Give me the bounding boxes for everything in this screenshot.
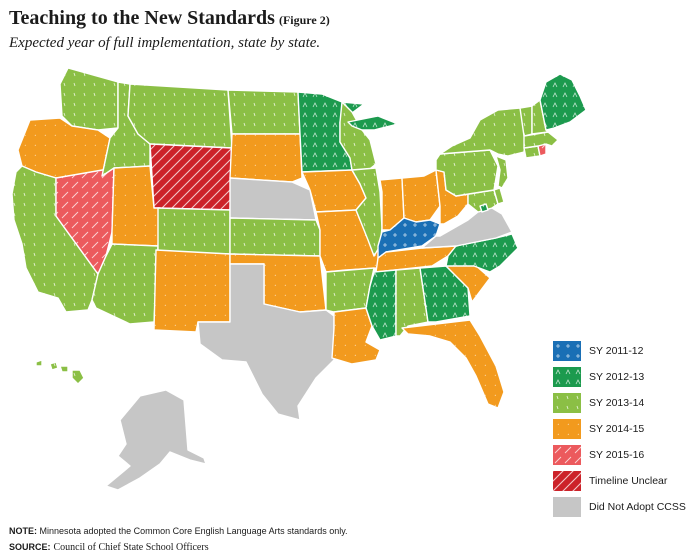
legend-item-sy1213: SY 2012-13 [553,367,688,387]
legend-swatch-sy1516 [553,445,581,465]
legend-swatch-none [553,497,581,517]
title-text: Teaching to the New Standards [9,7,275,29]
state-tx [197,263,335,421]
note-label: NOTE: [9,526,37,536]
legend-label-sy1516: SY 2015-16 [589,449,645,461]
legend-item-sy1516: SY 2015-16 [553,445,688,465]
state-fl [401,319,505,409]
state-dc [479,203,489,213]
state-de [493,187,505,205]
state-co [157,207,231,255]
legend-item-sy1314: SY 2013-14 [553,393,688,413]
legend-label-sy1213: SY 2012-13 [589,371,645,383]
state-mi [347,115,399,131]
state-nd [227,89,301,135]
legend-item-sy1112: SY 2011-12 [553,341,688,361]
state-ma [523,131,559,149]
legend-label-sy1314: SY 2013-14 [589,397,645,409]
state-nc [445,233,519,273]
state-il [351,167,383,257]
legend-label-none: Did Not Adopt CCSS [589,501,686,513]
figure-subtitle: Expected year of full implementation, st… [9,35,321,51]
legend-label-sy1112: SY 2011-12 [589,345,644,357]
legend-swatch-sy1112 [553,341,581,361]
legend-swatch-unclear [553,471,581,491]
state-ne [229,177,317,221]
state-wy [149,143,233,211]
figure-source: SOURCE: Council of Chief State School Off… [9,542,209,553]
state-nj [495,155,509,189]
legend-item-sy1415: SY 2014-15 [553,419,688,439]
state-nm [153,249,231,333]
state-hi [35,359,85,385]
source-label: SOURCE: [9,542,51,552]
state-sd [229,133,303,183]
legend-swatch-sy1213 [553,367,581,387]
state-ks [229,217,321,257]
legend-swatch-sy1415 [553,419,581,439]
state-nh [531,99,549,135]
state-va [421,207,513,249]
legend-label-unclear: Timeline Unclear [589,475,668,487]
state-ak [105,389,207,491]
note-text: Minnesota adopted the Common Core Englis… [39,526,348,536]
source-text: Council of Chief State School Officers [53,542,209,553]
legend-item-unclear: Timeline Unclear [553,471,688,491]
figure-title: Teaching to the New Standards (Figure 2) [9,7,330,30]
state-oh [401,169,441,223]
map-legend: SY 2011-12 SY 2012-13 SY 2013-14 SY 2014-15… [553,341,688,523]
state-mt [127,83,233,149]
state-wa [59,67,119,131]
legend-label-sy1415: SY 2014-15 [589,423,645,435]
figure-label: (Figure 2) [278,13,330,27]
legend-swatch-sy1314 [553,393,581,413]
state-ny [439,107,527,157]
state-ky [377,217,441,259]
state-me [539,73,587,131]
state-pa [435,149,499,197]
figure-note: NOTE: Minnesota adopted the Common Core … [9,526,348,536]
us-state-map [11,67,587,491]
legend-item-none: Did Not Adopt CCSS [553,497,688,517]
